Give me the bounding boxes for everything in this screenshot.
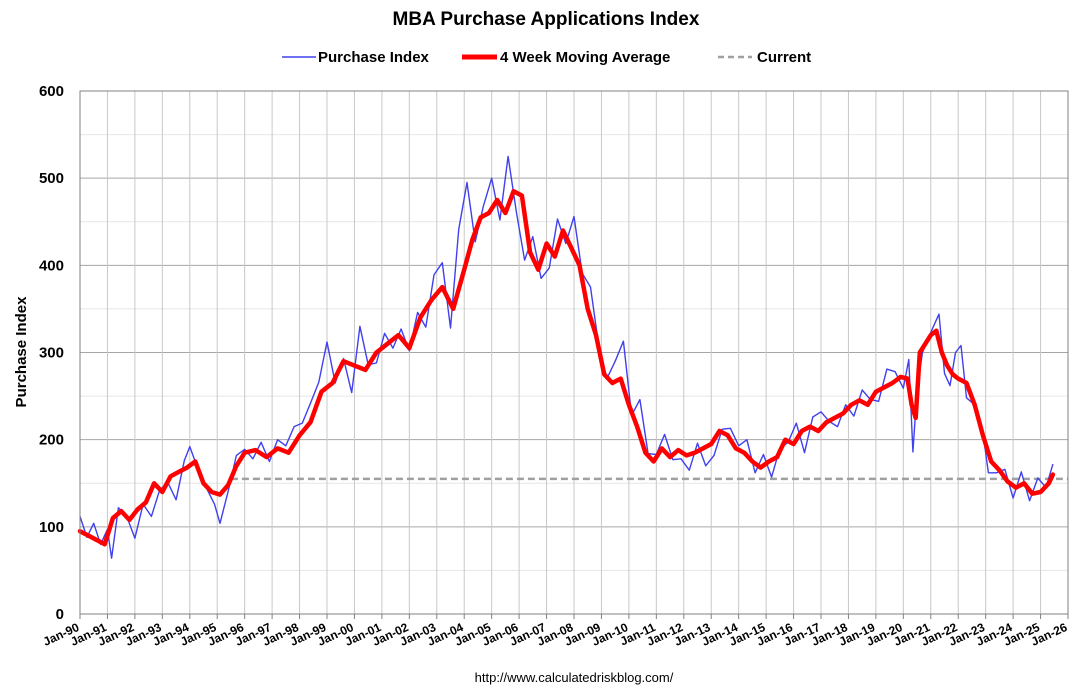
source-note: http://www.calculatedriskblog.com/ (475, 670, 674, 685)
gridlines (79, 90, 1069, 615)
x-axis-ticks: Jan-90Jan-91Jan-92Jan-93Jan-94Jan-95Jan-… (41, 614, 1070, 649)
plot-series (77, 155, 1068, 559)
y-tick-label: 300 (39, 345, 64, 362)
y-tick-label: 100 (39, 519, 64, 536)
moving-average-line (77, 188, 1056, 547)
y-tick-label: 0 (56, 606, 64, 623)
legend-label-purchase-index: Purchase Index (318, 49, 430, 66)
y-tick-label: 200 (39, 432, 64, 449)
chart-title: MBA Purchase Applications Index (393, 9, 700, 30)
y-tick-label: 500 (39, 170, 64, 187)
y-tick-label: 600 (39, 83, 64, 100)
purchase-index-line (79, 155, 1054, 559)
legend: Purchase Index 4 Week Moving Average Cur… (282, 49, 811, 66)
y-axis-label: Purchase Index (13, 296, 30, 408)
legend-label-moving-average: 4 Week Moving Average (500, 49, 670, 66)
y-tick-label: 400 (39, 257, 64, 274)
legend-label-current: Current (757, 49, 811, 66)
y-axis-ticks: 0 100 200 300 400 500 600 (39, 83, 64, 623)
